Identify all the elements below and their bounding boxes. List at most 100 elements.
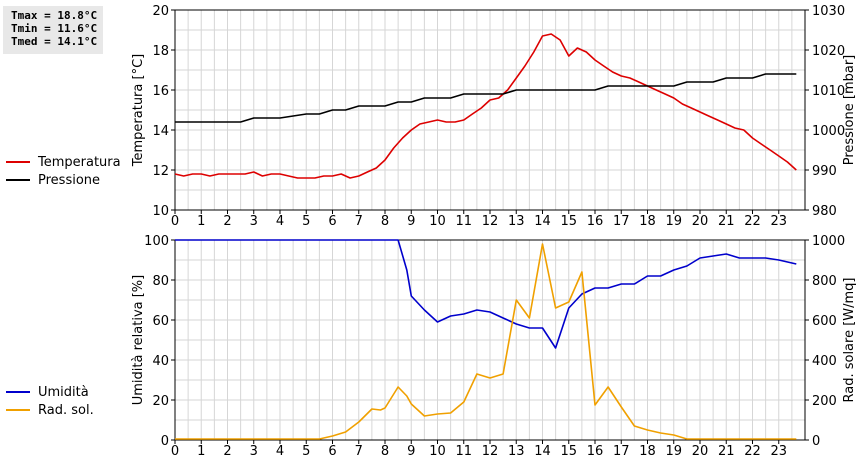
y-tick-label: 12 — [152, 164, 169, 179]
x-tick-label: 14 — [534, 444, 551, 459]
x-tick-label: 3 — [250, 444, 258, 459]
legend-top: Temperatura Pressione — [6, 153, 121, 189]
x-tick-label: 10 — [429, 444, 446, 459]
x-tick-label: 13 — [508, 214, 525, 229]
y-tick-label: 20 — [152, 394, 169, 409]
x-tick-label: 17 — [613, 444, 630, 459]
legend-item-radsol[interactable]: Rad. sol. — [6, 401, 94, 419]
x-tick-label: 12 — [482, 444, 499, 459]
x-tick-label: 21 — [718, 444, 735, 459]
y2-tick-label: 1010 — [812, 84, 845, 99]
y-tick-label: 14 — [152, 124, 169, 139]
x-tick-label: 4 — [276, 444, 284, 459]
x-tick-label: 11 — [455, 444, 472, 459]
x-tick-label: 20 — [692, 444, 709, 459]
x-tick-label: 6 — [328, 214, 336, 229]
x-tick-label: 23 — [770, 214, 787, 229]
series-line-temperatura — [174, 33, 797, 179]
x-tick-label: 19 — [665, 444, 682, 459]
x-tick-label: 9 — [407, 444, 415, 459]
legend-item-umidita[interactable]: Umidità — [6, 383, 94, 401]
x-tick-label: 1 — [197, 214, 205, 229]
x-tick-label: 21 — [718, 214, 735, 229]
legend-item-temperatura[interactable]: Temperatura — [6, 153, 121, 171]
y-axis-title: Temperatura [°C] — [131, 54, 146, 167]
x-tick-label: 18 — [639, 214, 656, 229]
legend-bottom: Umidità Rad. sol. — [6, 383, 94, 419]
y2-tick-label: 800 — [812, 274, 837, 289]
legend-label-temperatura: Temperatura — [38, 154, 121, 170]
y-tick-label: 10 — [152, 204, 169, 219]
y-tick-label: 0 — [161, 434, 169, 449]
x-tick-label: 15 — [560, 444, 577, 459]
x-tick-label: 2 — [223, 214, 231, 229]
y-tick-label: 40 — [152, 354, 169, 369]
y2-tick-label: 1000 — [812, 124, 845, 139]
x-tick-label: 0 — [171, 444, 179, 459]
x-tick-label: 11 — [455, 214, 472, 229]
x-tick-label: 14 — [534, 214, 551, 229]
humidity-radiation-chart: 0 1 2 3 4 5 6 7 8 9 10 11 12 13 14 15 16 17 18 19 20 21 22 2302… — [131, 234, 857, 459]
x-tick-label: 18 — [639, 444, 656, 459]
legend-label-radsol: Rad. sol. — [38, 402, 94, 418]
x-tick-label: 23 — [770, 444, 787, 459]
series-line-pressione — [175, 73, 797, 123]
x-tick-label: 4 — [276, 214, 284, 229]
x-tick-label: 8 — [381, 444, 389, 459]
x-tick-label: 19 — [665, 214, 682, 229]
x-tick-label: 7 — [355, 444, 363, 459]
x-tick-label: 16 — [587, 214, 604, 229]
x-tick-label: 5 — [302, 214, 310, 229]
y-tick-label: 100 — [144, 234, 169, 249]
series-line-umidit — [175, 239, 797, 349]
legend-swatch-umidita — [6, 391, 30, 393]
y-tick-label: 20 — [152, 4, 169, 19]
x-tick-label: 16 — [587, 444, 604, 459]
x-tick-label: 8 — [381, 214, 389, 229]
stat-tmin: Tmin = 11.6°C — [11, 22, 98, 35]
y2-tick-label: 400 — [812, 354, 837, 369]
x-tick-label: 17 — [613, 214, 630, 229]
y2-axis-title: Rad. solare [W/mq] — [842, 277, 857, 402]
legend-label-umidita: Umidità — [38, 384, 89, 400]
legend-label-pressione: Pressione — [38, 172, 101, 188]
x-tick-label: 20 — [692, 214, 709, 229]
stat-tmed: Tmed = 14.1°C — [11, 35, 98, 48]
x-tick-label: 9 — [407, 214, 415, 229]
y2-tick-label: 980 — [812, 204, 837, 219]
y2-tick-label: 1030 — [812, 4, 845, 19]
x-tick-label: 0 — [171, 214, 179, 229]
legend-swatch-pressione — [6, 179, 30, 181]
y2-tick-label: 0 — [812, 434, 820, 449]
x-tick-label: 2 — [223, 444, 231, 459]
x-tick-label: 15 — [560, 214, 577, 229]
x-tick-label: 13 — [508, 444, 525, 459]
x-tick-label: 6 — [328, 444, 336, 459]
y-tick-label: 16 — [152, 84, 169, 99]
y2-axis-title: Pressione [mbar] — [842, 55, 857, 166]
legend-item-pressione[interactable]: Pressione — [6, 171, 121, 189]
x-tick-label: 22 — [744, 214, 761, 229]
stat-tmax: Tmax = 18.8°C — [11, 9, 98, 22]
x-tick-label: 12 — [482, 214, 499, 229]
x-tick-label: 22 — [744, 444, 761, 459]
series-line-rad-sol — [175, 243, 797, 440]
x-tick-label: 5 — [302, 444, 310, 459]
x-tick-label: 10 — [429, 214, 446, 229]
y2-tick-label: 600 — [812, 314, 837, 329]
y2-tick-label: 1000 — [812, 234, 845, 249]
stats-box: Tmax = 18.8°C Tmin = 11.6°C Tmed = 14.1°… — [3, 6, 103, 54]
y2-tick-label: 990 — [812, 164, 837, 179]
temperature-pressure-chart: 0 1 2 3 4 5 6 7 8 9 10 11 12 13 14 15 16 17 18 19 20 21 22 2310… — [131, 4, 857, 229]
y2-tick-label: 200 — [812, 394, 837, 409]
y-axis-title: Umidità relativa [%] — [131, 275, 146, 405]
legend-swatch-radsol — [6, 409, 30, 411]
y-tick-label: 80 — [152, 274, 169, 289]
x-tick-label: 3 — [250, 214, 258, 229]
legend-swatch-temperatura — [6, 161, 30, 163]
y2-tick-label: 1020 — [812, 44, 845, 59]
x-tick-label: 1 — [197, 444, 205, 459]
y-tick-label: 18 — [152, 44, 169, 59]
x-tick-label: 7 — [355, 214, 363, 229]
